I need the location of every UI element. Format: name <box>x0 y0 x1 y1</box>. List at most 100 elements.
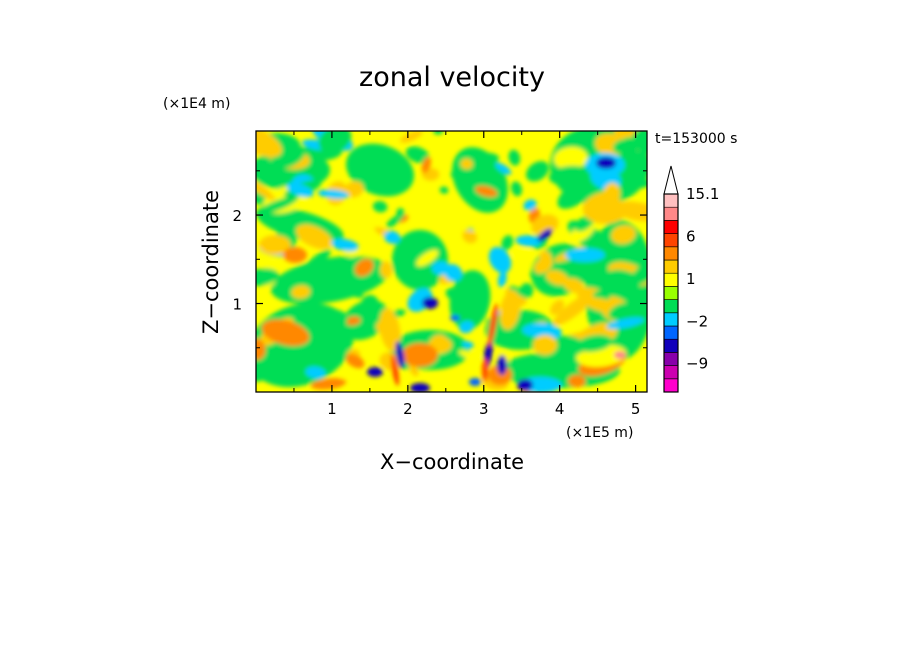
contour-region <box>462 229 478 244</box>
contour-region <box>396 207 405 219</box>
contour-region <box>344 181 364 198</box>
x-tick-label: 5 <box>631 400 641 418</box>
contour-region <box>390 354 400 386</box>
contour-region <box>471 304 484 313</box>
x-tick-label: 2 <box>403 400 413 418</box>
colorbar: 15.1 6 1 −2 −9 <box>663 165 719 393</box>
contour-region <box>596 157 616 169</box>
y-axis-label: Z−coordinate <box>199 190 223 334</box>
contour-region <box>402 244 426 256</box>
contour-region <box>439 186 449 194</box>
contour-region <box>283 247 307 263</box>
contour-region <box>550 299 565 315</box>
contour-region <box>533 335 557 355</box>
contour-region <box>383 230 401 244</box>
contour-region <box>416 249 439 267</box>
contour-region <box>421 156 432 174</box>
contour-region <box>488 303 498 347</box>
contour-region <box>512 249 535 257</box>
contour-region <box>450 315 460 321</box>
x-tick-label: 3 <box>479 400 489 418</box>
colorbar-swatch <box>663 233 679 248</box>
contour-region <box>367 367 383 377</box>
contour-region <box>488 246 512 274</box>
contour-region <box>631 259 647 285</box>
contour-region <box>495 162 512 175</box>
colorbar-swatch <box>663 286 679 300</box>
y-axis-ticks: 12 <box>232 170 647 349</box>
contour-region <box>523 199 537 211</box>
contour-region <box>281 355 317 387</box>
contour-region <box>583 196 627 224</box>
contour-region <box>575 258 604 285</box>
chart-title: zonal velocity <box>359 62 545 93</box>
contour-region <box>256 268 279 286</box>
contour-region <box>402 343 438 367</box>
contour-region <box>341 300 389 340</box>
contour-region <box>508 149 521 166</box>
contour-region <box>497 355 507 375</box>
colorbar-label: −2 <box>686 312 708 330</box>
colorbar-swatch <box>663 193 679 208</box>
colorbar-swatch <box>663 220 679 234</box>
contour-region <box>305 366 326 379</box>
contour-region <box>475 185 498 198</box>
contour-region <box>295 224 333 250</box>
contour-region <box>410 383 430 392</box>
contour-region <box>345 316 361 326</box>
colorbar-extend-arrow <box>663 165 679 195</box>
colorbar-label: 1 <box>686 270 696 288</box>
contour-region <box>459 320 474 334</box>
contour-region <box>450 169 464 180</box>
contour-region <box>445 287 470 303</box>
x-axis-label: X−coordinate <box>380 450 524 474</box>
y-tick-label: 2 <box>232 207 242 225</box>
contour-region <box>497 271 507 288</box>
contour-region <box>567 374 586 388</box>
contour-region <box>608 302 638 321</box>
contour-region <box>261 319 310 347</box>
y-unit-label: (×1E4 m) <box>163 96 230 112</box>
contour-region <box>346 143 414 197</box>
contour-region <box>345 353 365 369</box>
contour-region <box>537 228 553 242</box>
contour-region <box>259 235 291 255</box>
contour-region <box>348 284 364 298</box>
contour-region <box>517 379 533 391</box>
y-tick-label: 1 <box>232 296 242 314</box>
contour-region <box>318 131 352 154</box>
contour-region <box>302 249 331 273</box>
contour-region <box>548 165 591 186</box>
contour-region <box>372 201 388 213</box>
contour-region <box>360 294 379 313</box>
colorbar-swatch <box>663 352 679 366</box>
contour-region <box>474 168 485 179</box>
contour-region <box>511 181 523 197</box>
contour-region <box>422 297 438 309</box>
contour-region <box>256 196 299 216</box>
x-tick-label: 1 <box>327 400 337 418</box>
contour-region <box>604 269 642 290</box>
colorbar-swatch <box>663 259 679 274</box>
contour-region <box>553 146 588 170</box>
velocity-field <box>256 131 647 392</box>
contour-region <box>317 189 350 199</box>
colorbar-swatch <box>663 312 679 327</box>
contour-region <box>610 225 636 244</box>
contour-region <box>323 309 348 330</box>
contour-region <box>400 131 423 143</box>
contour-region <box>256 176 276 201</box>
contour-region <box>526 161 549 182</box>
colorbar-label: 6 <box>686 227 696 245</box>
colorbar-swatch <box>663 325 679 340</box>
contour-region <box>627 179 647 189</box>
colorbar-label: 15.1 <box>686 185 719 203</box>
contour-region <box>557 179 594 209</box>
contour-region <box>612 138 635 154</box>
contour-region <box>614 351 626 359</box>
colorbar-swatch <box>663 365 679 380</box>
x-unit-label: (×1E5 m) <box>566 425 633 441</box>
contour-region <box>379 308 401 352</box>
contour-region <box>469 378 481 386</box>
